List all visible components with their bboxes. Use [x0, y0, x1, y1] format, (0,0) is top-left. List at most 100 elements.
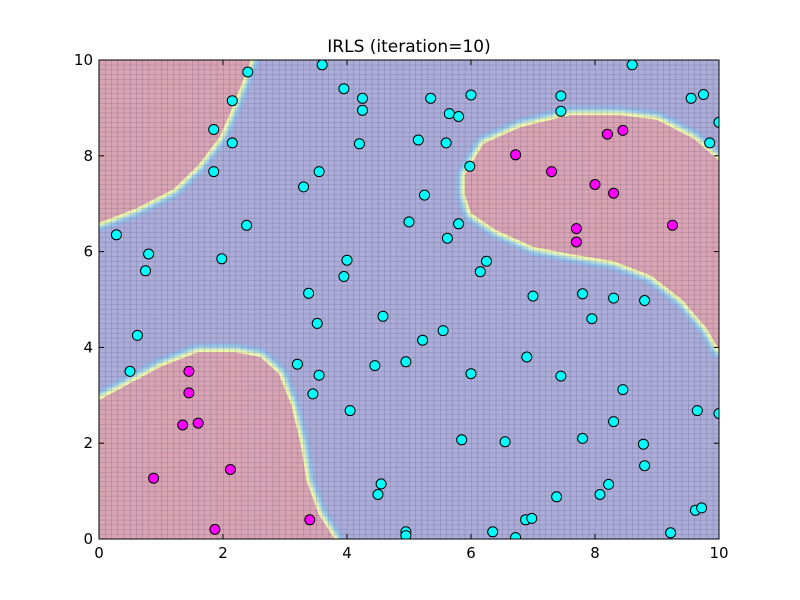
data-point-series2-30 [403, 216, 415, 228]
data-point-series2-21 [440, 137, 452, 149]
data-point-series2-16 [713, 116, 719, 128]
data-point-series1-8 [304, 514, 316, 526]
data-point-series2-48 [131, 329, 143, 341]
data-point-series2-9 [465, 89, 477, 101]
data-point-series2-57 [521, 351, 533, 363]
data-point-series2-22 [704, 137, 716, 149]
data-point-series2-15 [555, 105, 567, 117]
data-point-series2-25 [313, 166, 325, 178]
data-point-series2-4 [338, 83, 350, 95]
data-point-series2-8 [425, 92, 437, 104]
data-point-series2-72 [551, 491, 563, 503]
data-point-series2-50 [437, 325, 449, 337]
data-point-series2-23 [464, 160, 476, 172]
x-tick-label: 8 [590, 544, 600, 562]
data-point-series2-24 [208, 166, 220, 178]
y-axis: 0 2 4 6 8 10 [74, 51, 719, 548]
data-point-series2-63 [713, 408, 719, 419]
data-point-series2-51 [124, 365, 136, 377]
data-point-series2-17 [208, 124, 220, 135]
data-point-series2-61 [344, 405, 356, 417]
data-point-series2-71 [372, 489, 384, 500]
chart-title: IRLS (iteration=10) [327, 37, 490, 57]
plot-frame [98, 59, 720, 540]
data-point-series2-46 [377, 310, 389, 322]
data-point-series1-3 [177, 419, 189, 431]
data-point-series2-58 [555, 370, 567, 382]
y-tick-label: 6 [83, 243, 93, 261]
data-point-series2-56 [465, 368, 477, 380]
data-point-series2-26 [298, 181, 310, 193]
data-point-series2-18 [226, 137, 238, 149]
data-point-series2-27 [419, 189, 430, 201]
data-point-series2-81 [665, 527, 677, 539]
data-point-series2-73 [594, 489, 606, 500]
x-axis: 0 2 4 6 8 10 [94, 60, 729, 562]
data-point-series2-6 [357, 104, 368, 116]
data-point-series1-2 [183, 387, 195, 399]
data-point-series2-37 [481, 255, 492, 267]
x-tick-label: 0 [94, 544, 104, 562]
data-point-series1-12 [617, 124, 629, 136]
y-tick-label: 8 [83, 147, 93, 165]
data-point-series2-33 [143, 248, 155, 260]
data-point-series1-11 [601, 128, 613, 140]
data-point-series2-60 [617, 384, 629, 396]
data-point-series2-66 [499, 436, 511, 448]
data-point-series2-49 [417, 334, 429, 346]
data-point-series2-39 [338, 271, 350, 282]
data-point-series1-15 [570, 223, 582, 235]
data-point-series2-29 [241, 219, 253, 231]
data-point-series2-14 [453, 111, 465, 122]
data-point-series1-1 [183, 365, 195, 377]
data-point-series2-34 [140, 265, 151, 277]
y-tick-label: 4 [83, 338, 93, 356]
data-point-series1-13 [589, 179, 601, 190]
data-point-series2-53 [313, 369, 325, 381]
data-point-series1-6 [224, 464, 236, 475]
data-point-series1-14 [608, 187, 620, 199]
data-point-series1-7 [209, 523, 221, 535]
data-point-series2-65 [456, 434, 468, 446]
data-point-series2-28 [110, 229, 122, 241]
y-tick-label: 10 [74, 51, 93, 69]
data-point-series2-47 [586, 313, 598, 325]
data-point-series1-16 [570, 236, 582, 248]
data-point-series2-13 [443, 108, 455, 120]
data-point-series2-43 [608, 292, 620, 304]
y-tick-label: 2 [83, 434, 93, 452]
data-point-series2-64 [608, 416, 620, 428]
data-point-series2-68 [637, 438, 649, 450]
data-point-series2-62 [691, 405, 703, 417]
data-point-series2-67 [577, 432, 589, 444]
data-point-series2-59 [307, 388, 319, 400]
data-point-series2-7 [226, 95, 238, 107]
data-point-series2-83 [696, 502, 708, 514]
x-tick-label: 6 [466, 544, 476, 562]
data-point-series1-5 [148, 472, 160, 484]
data-point-series2-77 [487, 526, 499, 538]
data-point-series1-10 [546, 166, 558, 178]
data-point-series2-20 [412, 134, 424, 146]
data-point-series2-19 [353, 138, 365, 150]
data-point-series2-45 [311, 317, 323, 329]
data-point-series2-54 [369, 360, 381, 372]
data-point-series2-69 [639, 460, 651, 472]
data-point-series2-41 [527, 290, 539, 302]
data-point-series2-52 [291, 358, 303, 370]
data-point-series2-40 [303, 287, 315, 299]
data-point-series2-55 [400, 356, 412, 368]
x-tick-label: 2 [218, 544, 228, 562]
data-point-series2-5 [357, 92, 368, 104]
data-point-series2-70 [375, 478, 387, 490]
data-point-series1-9 [510, 149, 522, 161]
data-point-series2-12 [698, 89, 709, 100]
data-point-series2-10 [555, 90, 567, 102]
plot-area [99, 60, 719, 539]
data-point-series2-80 [510, 532, 522, 539]
y-tick-label: 0 [83, 530, 93, 548]
data-point-series1-4 [192, 417, 204, 429]
data-point-series1-17 [667, 219, 678, 231]
data-point-series2-36 [341, 254, 353, 266]
data-point-series2-2 [626, 60, 638, 71]
